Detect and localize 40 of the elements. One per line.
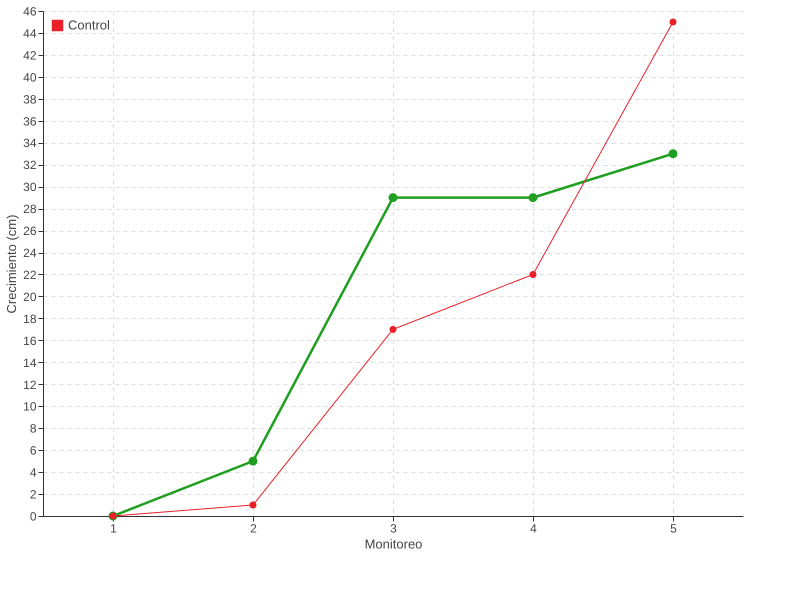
y-tick-label: 42 bbox=[23, 48, 37, 62]
point bbox=[388, 193, 398, 202]
y-tick-label: 22 bbox=[23, 268, 37, 282]
x-tick-label: 3 bbox=[390, 522, 398, 536]
y-tick-label: 16 bbox=[23, 334, 37, 348]
legend-label: Control bbox=[68, 18, 110, 32]
y-tick-label: 0 bbox=[30, 510, 37, 524]
y-tick-label: 28 bbox=[23, 202, 37, 216]
y-tick-label: 2 bbox=[30, 488, 37, 502]
x-axis-title: Monitoreo bbox=[364, 536, 422, 552]
x-tick-label: 1 bbox=[110, 522, 118, 536]
y-tick-label: 38 bbox=[23, 92, 37, 106]
y-tick-label: 34 bbox=[23, 136, 37, 150]
x-tick-label: 2 bbox=[250, 522, 258, 536]
y-tick-label: 46 bbox=[23, 4, 37, 18]
y-tick-label: 44 bbox=[23, 26, 37, 40]
x-tick-label: 4 bbox=[530, 522, 538, 536]
y-tick-label: 24 bbox=[23, 246, 37, 260]
y-tick-label: 40 bbox=[23, 70, 37, 84]
point bbox=[249, 501, 257, 509]
point bbox=[389, 326, 397, 333]
y-tick-label: 4 bbox=[30, 466, 37, 480]
y-tick-label: 20 bbox=[23, 290, 37, 304]
y-tick-label: 30 bbox=[23, 180, 37, 194]
point bbox=[528, 193, 538, 202]
y-tick-label: 8 bbox=[30, 422, 37, 436]
y-axis-title: Crecimiento (cm) bbox=[4, 214, 20, 314]
y-tick-label: 32 bbox=[23, 158, 37, 172]
y-tick-label: 36 bbox=[23, 114, 37, 128]
y-tick-label: 10 bbox=[23, 400, 37, 414]
point bbox=[529, 270, 537, 278]
point bbox=[669, 18, 677, 26]
point bbox=[668, 149, 678, 158]
y-tick-label: 18 bbox=[23, 312, 37, 326]
y-tick-label: 6 bbox=[30, 444, 37, 458]
x-tick-label: 5 bbox=[670, 522, 678, 536]
y-tick-label: 14 bbox=[23, 356, 37, 370]
point bbox=[248, 456, 258, 466]
y-tick-label: 12 bbox=[23, 378, 37, 392]
y-tick-label: 26 bbox=[23, 224, 37, 238]
